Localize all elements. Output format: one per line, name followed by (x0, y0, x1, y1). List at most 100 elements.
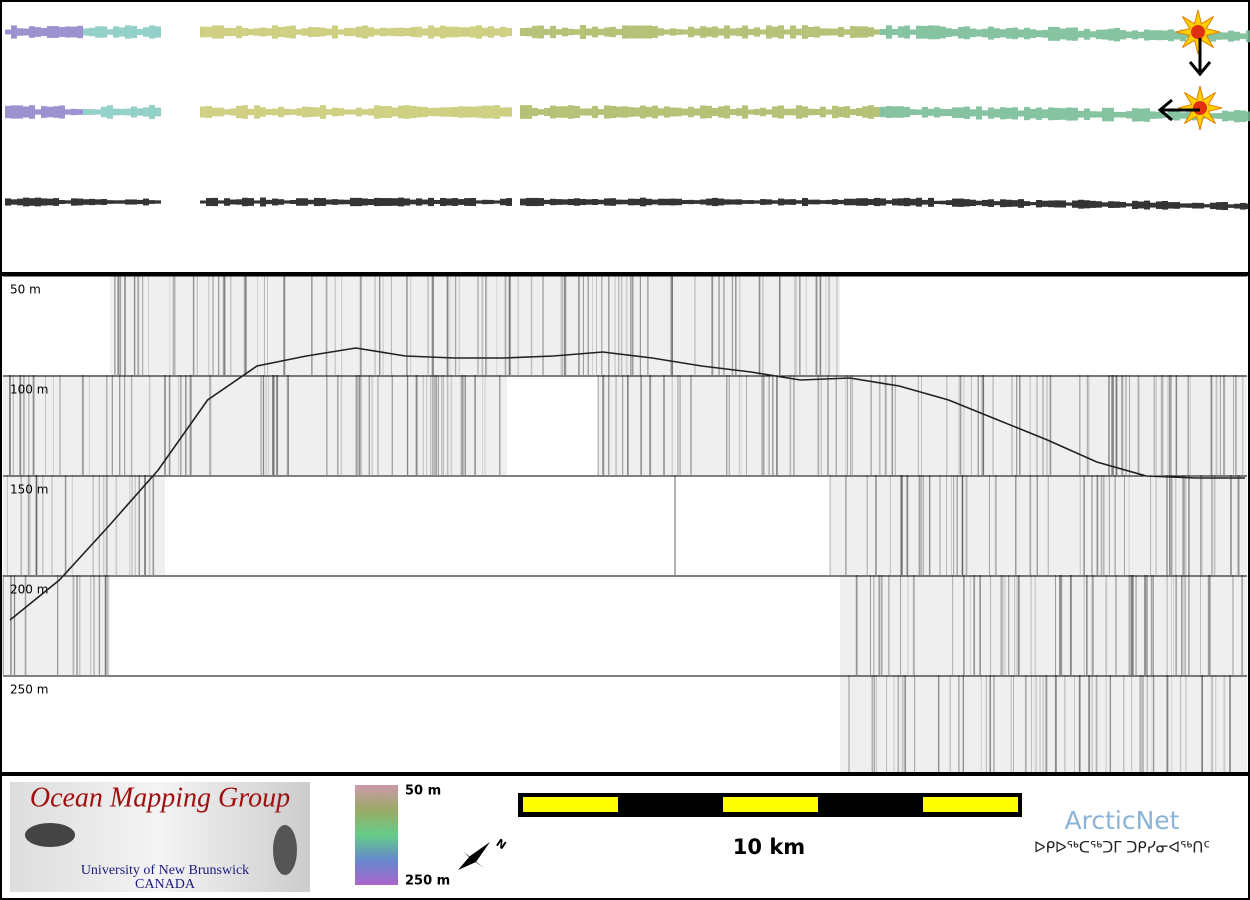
swath (272, 198, 278, 206)
swath (125, 199, 131, 205)
swath (53, 26, 59, 38)
swath (206, 106, 212, 118)
swath (700, 105, 706, 119)
swath (910, 29, 916, 35)
swath (880, 198, 886, 206)
swath (682, 108, 688, 116)
swath (1144, 29, 1150, 41)
swath (1048, 107, 1054, 121)
divider (0, 772, 1250, 776)
swath (526, 105, 532, 119)
swath (41, 198, 47, 206)
swath (338, 108, 344, 116)
swath (712, 107, 718, 117)
swath (1126, 111, 1132, 119)
swath (230, 27, 236, 37)
swath (314, 107, 320, 117)
swath (1126, 31, 1132, 39)
swath (500, 198, 506, 206)
swath (604, 27, 610, 37)
swath (386, 28, 392, 36)
swath (17, 198, 23, 206)
swath (131, 106, 137, 118)
swath (368, 108, 374, 116)
swath (784, 29, 790, 35)
swath (1150, 111, 1156, 119)
swath (131, 25, 137, 39)
swath (482, 27, 488, 37)
swath (296, 29, 302, 35)
swath (308, 26, 314, 38)
swath (1228, 111, 1234, 121)
swath (586, 108, 592, 116)
swath (688, 106, 694, 118)
swath (356, 197, 362, 207)
swath (404, 28, 410, 36)
swath (338, 199, 344, 205)
swath (494, 28, 500, 36)
swath (218, 200, 224, 204)
swath (598, 109, 604, 115)
swath (532, 107, 538, 117)
swath (230, 199, 236, 205)
swath (1138, 108, 1144, 122)
swath (368, 27, 374, 37)
swath (362, 109, 368, 115)
swath (868, 105, 874, 119)
swath (59, 27, 65, 37)
swath (1000, 107, 1006, 120)
swath (694, 200, 700, 204)
swath (83, 199, 89, 205)
swath (760, 199, 766, 205)
swath (982, 28, 988, 38)
colorbar-label: 250 m (405, 874, 450, 889)
swath (1090, 111, 1096, 118)
swath (1246, 30, 1250, 43)
swath (670, 107, 676, 117)
swath (736, 199, 742, 205)
swath (254, 105, 260, 119)
swath (1078, 30, 1084, 38)
swath (11, 25, 17, 39)
swath (826, 28, 832, 36)
scale-bar-segment (923, 797, 1018, 812)
swath (458, 199, 464, 205)
swath (976, 106, 982, 120)
swath (538, 25, 544, 39)
swath (149, 200, 155, 204)
swath (434, 27, 440, 37)
swath (838, 199, 844, 205)
swath (200, 200, 206, 204)
swath (730, 199, 736, 205)
swath (826, 109, 832, 115)
swath (784, 108, 790, 116)
swath (1060, 108, 1066, 120)
swath (850, 108, 856, 116)
coverage-block (840, 575, 1247, 675)
swath (1174, 202, 1180, 209)
swath (488, 199, 494, 205)
swath (706, 198, 712, 206)
swath (1114, 201, 1120, 208)
swath (748, 109, 754, 115)
swath (1066, 27, 1072, 41)
swath (754, 200, 760, 204)
swath (278, 26, 284, 38)
swath (676, 29, 682, 35)
swath (1054, 26, 1060, 41)
swath (410, 105, 416, 119)
swath (137, 108, 143, 116)
swath (1018, 29, 1024, 38)
swath (964, 199, 970, 207)
swath (101, 106, 107, 118)
swath (574, 105, 580, 119)
swath (1228, 204, 1234, 208)
swath (89, 27, 95, 37)
swath (320, 27, 326, 37)
swath (326, 109, 332, 115)
swath (65, 26, 71, 38)
swath (796, 28, 802, 36)
swath (886, 25, 892, 39)
coverage-block (3, 475, 165, 575)
swath (344, 27, 350, 37)
